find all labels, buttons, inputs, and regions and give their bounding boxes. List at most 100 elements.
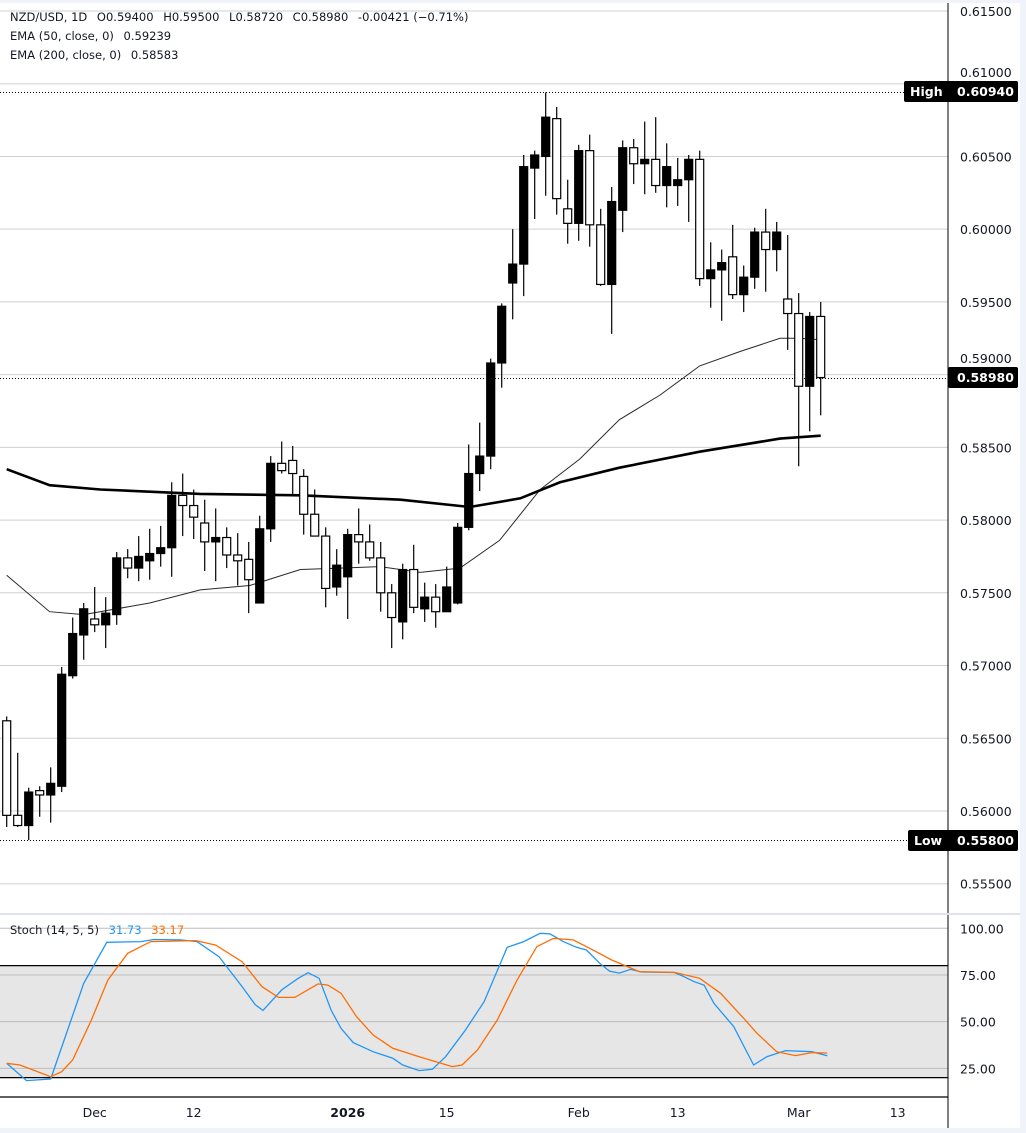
- candle-body: [475, 455, 485, 475]
- ema50-label: EMA (50, close, 0): [10, 29, 114, 43]
- price-tick-label: 0.59500: [960, 295, 1012, 310]
- candle-body: [728, 256, 738, 296]
- candle-up: [266, 456, 276, 542]
- candle-up: [717, 249, 727, 321]
- candle-down: [431, 584, 441, 628]
- right-edge: [1020, 0, 1026, 1133]
- candle-down: [310, 489, 320, 537]
- candle-up: [156, 525, 166, 567]
- candle-body: [255, 528, 265, 604]
- price-axis[interactable]: 0.61500 0.61000 0.60500 0.60000 0.59500 0.590…: [960, 4, 1012, 892]
- high-tag-label: High: [910, 84, 943, 99]
- candle-up: [398, 563, 408, 640]
- high-tag-value: 0.60940: [957, 84, 1014, 99]
- candle-body: [244, 558, 254, 581]
- candle-down: [233, 533, 243, 586]
- candle-down: [563, 179, 573, 244]
- candle-body: [464, 472, 474, 528]
- candle-down: [200, 499, 210, 571]
- candle-body: [35, 790, 45, 796]
- candle-body: [519, 166, 529, 265]
- stoch-d-line: [6, 937, 828, 1078]
- candle-body: [134, 555, 144, 569]
- candle-body: [343, 534, 353, 578]
- candle-down: [585, 134, 595, 247]
- candle-up: [464, 444, 474, 531]
- candle-body: [409, 568, 419, 608]
- candle-body: [618, 147, 628, 211]
- candle-body: [640, 158, 650, 165]
- candle-body: [552, 118, 562, 200]
- candle-up: [750, 227, 760, 289]
- price-tick-label: 0.57500: [960, 586, 1012, 601]
- candle-body: [68, 632, 78, 677]
- candle-body: [772, 231, 782, 251]
- candle-up: [486, 358, 496, 470]
- candle-up: [167, 482, 177, 577]
- time-tick-label: Dec: [83, 1105, 107, 1120]
- candle-body: [453, 526, 463, 604]
- time-tick-label: Feb: [568, 1105, 590, 1120]
- candle-body: [662, 166, 672, 187]
- price-tick-label: 0.60500: [960, 149, 1012, 164]
- candle-up: [57, 666, 67, 793]
- candle-body: [288, 459, 298, 475]
- low-tag-label: Low: [914, 833, 943, 848]
- stoch-axis[interactable]: 100.00 75.00 50.00 25.00: [960, 921, 1004, 1076]
- candle-body: [816, 315, 826, 379]
- candle-up: [134, 536, 144, 582]
- candle-up: [519, 154, 529, 297]
- candle-up: [574, 144, 584, 241]
- candle-down: [596, 208, 606, 286]
- candle-down: [13, 752, 23, 827]
- candle-body: [277, 462, 287, 472]
- time-tick-label: 15: [439, 1105, 455, 1120]
- candle-down: [321, 527, 331, 608]
- candle-body: [145, 552, 155, 562]
- bottom-edge: [0, 1128, 1026, 1133]
- time-tick-label: 2026: [330, 1105, 365, 1120]
- candle-body: [706, 269, 716, 280]
- price-tick-label: 0.59000: [960, 351, 1012, 366]
- candle-body: [387, 592, 397, 619]
- candle-up: [145, 528, 155, 580]
- candle-up: [211, 508, 221, 582]
- candle-up: [541, 92, 551, 196]
- grid: [0, 10, 948, 885]
- candle-body: [13, 814, 23, 827]
- stoch-d-value: 33.17: [151, 923, 185, 937]
- stoch-k-line: [6, 932, 828, 1082]
- stoch-label: Stoch (14, 5, 5): [10, 923, 99, 937]
- price-tick-label: 0.55500: [960, 877, 1012, 892]
- candle-down: [288, 445, 298, 494]
- candle-body: [112, 557, 122, 616]
- high-value: H0.59500: [163, 10, 220, 24]
- candle-up: [420, 582, 430, 622]
- candle-up: [673, 157, 683, 206]
- candle-up: [739, 265, 749, 313]
- candle-body: [310, 513, 320, 537]
- candle-body: [200, 522, 210, 543]
- candle-up: [255, 515, 265, 604]
- candle-down: [365, 524, 375, 561]
- ema200-line: [6, 434, 821, 509]
- candle-down: [783, 234, 793, 350]
- price-tick-label: 0.57000: [960, 659, 1012, 674]
- candle-body: [651, 158, 661, 187]
- candle-up: [343, 528, 353, 619]
- candle-body: [574, 150, 584, 224]
- ema200-label: EMA (200, close, 0): [10, 48, 122, 62]
- candle-body: [299, 475, 309, 515]
- ema50-row: EMA (50, close, 0) 0.59239: [10, 27, 474, 46]
- low-tag: Low 0.55800: [908, 830, 1018, 851]
- ema200-value: 0.58583: [130, 48, 179, 62]
- candle-up: [684, 154, 694, 222]
- candle-body: [222, 536, 232, 556]
- stoch-tick-label: 100.00: [960, 921, 1004, 936]
- candle-down: [794, 293, 804, 467]
- candle-down: [178, 473, 188, 537]
- candle-body: [365, 541, 375, 559]
- candle-up: [805, 312, 815, 432]
- time-axis[interactable]: Dec 12 2026 15 Feb 13 Mar 13: [83, 1105, 906, 1120]
